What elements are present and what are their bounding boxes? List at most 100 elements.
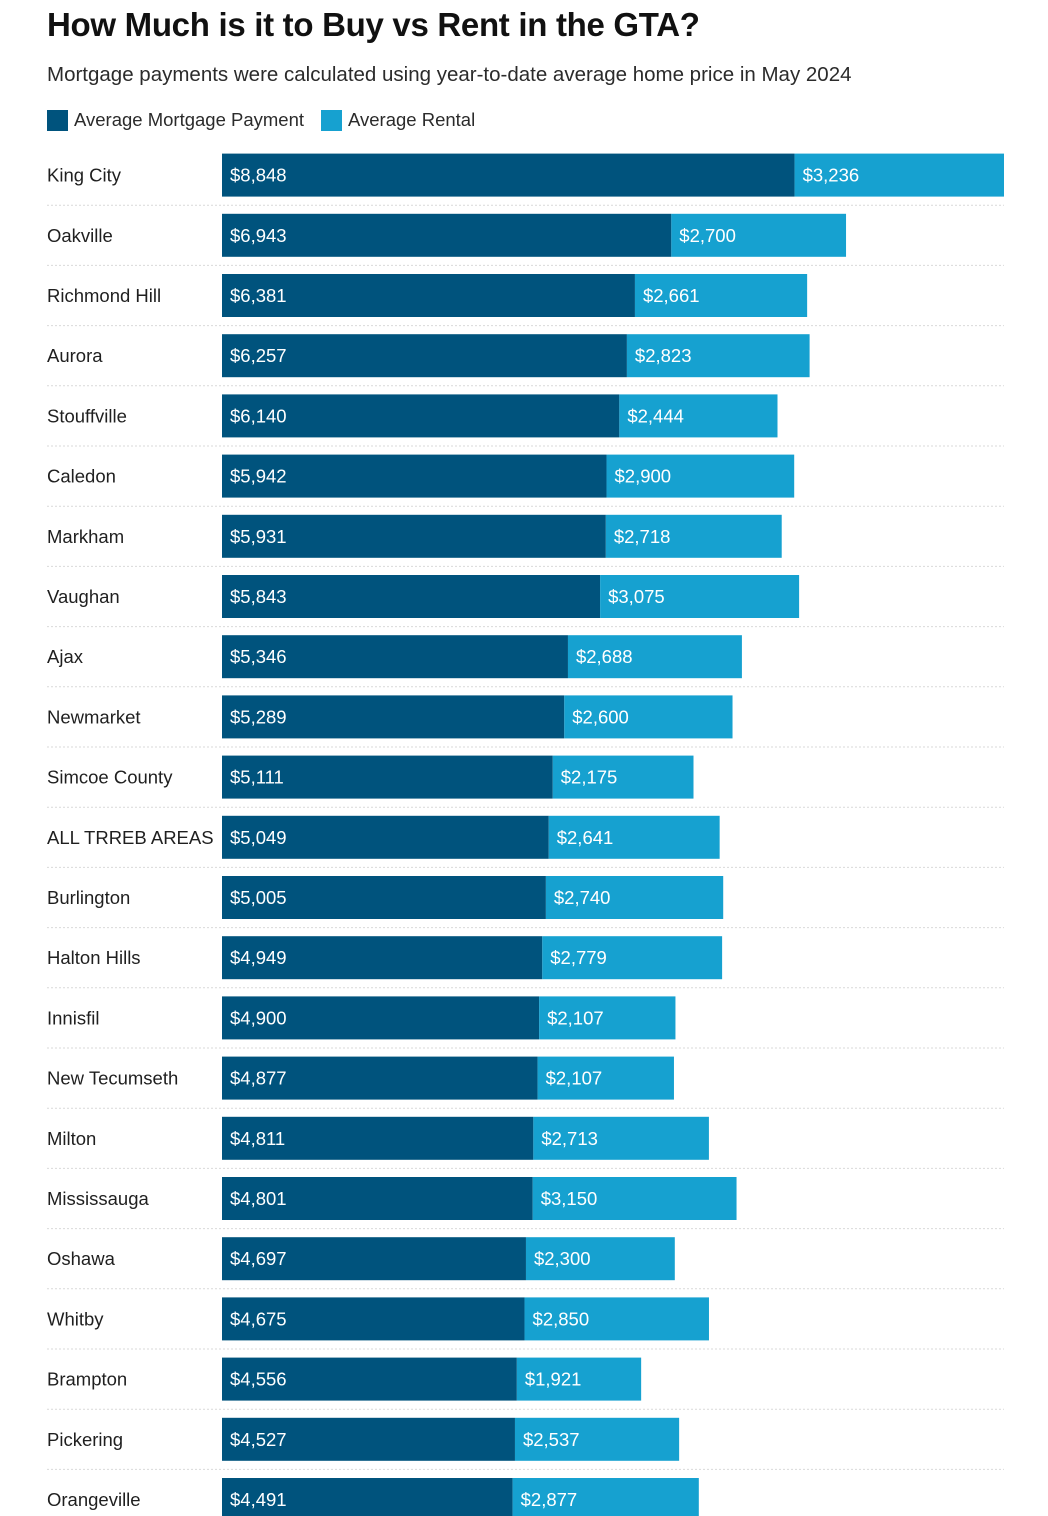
data-label-rental-caledon: $2,900	[615, 466, 672, 487]
data-label-rental-oakville: $2,700	[679, 225, 736, 246]
category-label-halton-hills: Halton Hills	[47, 947, 141, 968]
bar-mortgage-burlington	[222, 876, 546, 919]
bar-mortgage-simcoe-county	[222, 755, 553, 799]
data-label-mortgage-markham: $5,931	[230, 526, 287, 547]
data-label-rental-halton-hills: $2,779	[550, 947, 607, 968]
bar-rental-newmarket	[564, 695, 733, 739]
data-label-rental-richmond-hill: $2,661	[643, 285, 700, 306]
data-label-rental-brampton: $1,921	[525, 1369, 582, 1390]
bar-rental-ajax	[567, 635, 742, 679]
data-label-mortgage-vaughan: $5,843	[230, 586, 287, 607]
data-label-rental-milton: $2,713	[541, 1128, 598, 1149]
bar-mortgage-aurora	[222, 334, 627, 378]
data-label-mortgage-whitby: $4,675	[230, 1308, 287, 1329]
bar-rental-aurora	[626, 334, 810, 378]
data-label-mortgage-halton-hills: $4,949	[230, 947, 287, 968]
bar-mortgage-oshawa	[222, 1237, 526, 1281]
bar-mortgage-pickering	[222, 1417, 515, 1461]
category-label-vaughan: Vaughan	[47, 586, 120, 607]
category-label-caledon: Caledon	[47, 466, 116, 487]
data-label-mortgage-new-tecumseth: $4,877	[230, 1068, 287, 1089]
data-label-mortgage-oshawa: $4,697	[230, 1248, 287, 1269]
data-label-mortgage-brampton: $4,556	[230, 1369, 287, 1390]
bar-rental-halton-hills	[542, 936, 723, 980]
data-label-rental-new-tecumseth: $2,107	[546, 1068, 603, 1089]
data-label-rental-pickering: $2,537	[523, 1429, 580, 1450]
data-label-mortgage-aurora: $6,257	[230, 345, 287, 366]
category-label-newmarket: Newmarket	[47, 706, 141, 727]
bar-rental-richmond-hill	[634, 274, 808, 317]
category-label-richmond-hill: Richmond Hill	[47, 285, 161, 306]
data-label-mortgage-newmarket: $5,289	[230, 706, 287, 727]
chart-subtitle: Mortgage payments were calculated using …	[47, 63, 852, 86]
legend-label-mortgage: Average Mortgage Payment	[74, 109, 305, 130]
data-label-mortgage-richmond-hill: $6,381	[230, 285, 287, 306]
legend-label-rental: Average Rental	[348, 109, 476, 130]
bar-mortgage-milton	[222, 1116, 534, 1160]
bar-rental-oakville	[671, 213, 847, 257]
data-label-rental-ajax: $2,688	[576, 646, 633, 667]
category-label-simcoe-county: Simcoe County	[47, 767, 173, 788]
category-label-oshawa: Oshawa	[47, 1248, 116, 1269]
data-label-mortgage-caledon: $5,942	[230, 466, 287, 487]
category-label-pickering: Pickering	[47, 1429, 123, 1450]
data-label-rental-orangeville: $2,877	[521, 1489, 578, 1510]
category-label-aurora: Aurora	[47, 345, 103, 366]
bar-rental-milton	[533, 1116, 709, 1160]
category-label-whitby: Whitby	[47, 1308, 104, 1329]
data-label-rental-aurora: $2,823	[635, 345, 692, 366]
bar-mortgage-newmarket	[222, 695, 565, 739]
legend-swatch-mortgage	[47, 109, 68, 131]
category-label-ajax: Ajax	[47, 646, 84, 667]
bar-mortgage-brampton	[222, 1357, 517, 1401]
category-label-burlington: Burlington	[47, 887, 130, 908]
data-label-rental-king-city: $3,236	[803, 165, 860, 186]
bar-rental-simcoe-county	[552, 755, 694, 799]
category-label-milton: Milton	[47, 1128, 96, 1149]
bar-mortgage-markham	[222, 514, 606, 558]
data-label-mortgage-king-city: $8,848	[230, 165, 287, 186]
bar-mortgage-oakville	[222, 213, 672, 257]
category-label-mississauga: Mississauga	[47, 1188, 149, 1209]
bar-mortgage-all-trreb-areas	[222, 815, 549, 859]
data-label-mortgage-burlington: $5,005	[230, 887, 287, 908]
data-label-mortgage-pickering: $4,527	[230, 1429, 287, 1450]
data-label-rental-stouffville: $2,444	[627, 405, 684, 426]
legend-item-mortgage: Average Mortgage Payment	[47, 109, 304, 131]
bar-mortgage-halton-hills	[222, 936, 543, 980]
bar-rental-brampton	[516, 1357, 642, 1401]
bar-rental-markham	[605, 514, 782, 558]
data-label-rental-vaughan: $3,075	[608, 586, 665, 607]
category-label-innisfil: Innisfil	[47, 1007, 99, 1028]
data-label-mortgage-orangeville: $4,491	[230, 1489, 287, 1510]
data-label-mortgage-stouffville: $6,140	[230, 405, 287, 426]
bar-mortgage-caledon	[222, 454, 607, 498]
bar-rental-caledon	[606, 454, 795, 498]
bar-rental-king-city	[794, 153, 1004, 197]
data-label-mortgage-ajax: $5,346	[230, 646, 287, 667]
bar-mortgage-ajax	[222, 635, 568, 679]
bar-rental-oshawa	[525, 1237, 675, 1281]
bar-mortgage-innisfil	[222, 996, 540, 1040]
data-label-rental-burlington: $2,740	[554, 887, 611, 908]
data-label-rental-all-trreb-areas: $2,641	[557, 827, 614, 848]
bar-rental-vaughan	[600, 575, 800, 618]
data-label-mortgage-mississauga: $4,801	[230, 1188, 287, 1209]
category-label-markham: Markham	[47, 526, 124, 547]
bar-rental-mississauga	[532, 1177, 737, 1220]
data-label-mortgage-oakville: $6,943	[230, 225, 287, 246]
data-label-rental-oshawa: $2,300	[534, 1248, 591, 1269]
legend-item-rental: Average Rental	[321, 109, 475, 131]
bar-mortgage-king-city	[222, 153, 795, 197]
category-label-orangeville: Orangeville	[47, 1489, 141, 1510]
chart-title: How Much is it to Buy vs Rent in the GTA…	[47, 6, 700, 43]
bar-mortgage-orangeville	[222, 1478, 513, 1516]
category-label-new-tecumseth: New Tecumseth	[47, 1068, 178, 1089]
bar-mortgage-new-tecumseth	[222, 1056, 538, 1100]
bar-rental-burlington	[545, 876, 724, 919]
bar-mortgage-mississauga	[222, 1177, 533, 1220]
bar-rental-new-tecumseth	[537, 1056, 674, 1100]
data-label-rental-innisfil: $2,107	[547, 1007, 604, 1028]
bar-mortgage-stouffville	[222, 394, 620, 438]
category-label-stouffville: Stouffville	[47, 405, 127, 426]
